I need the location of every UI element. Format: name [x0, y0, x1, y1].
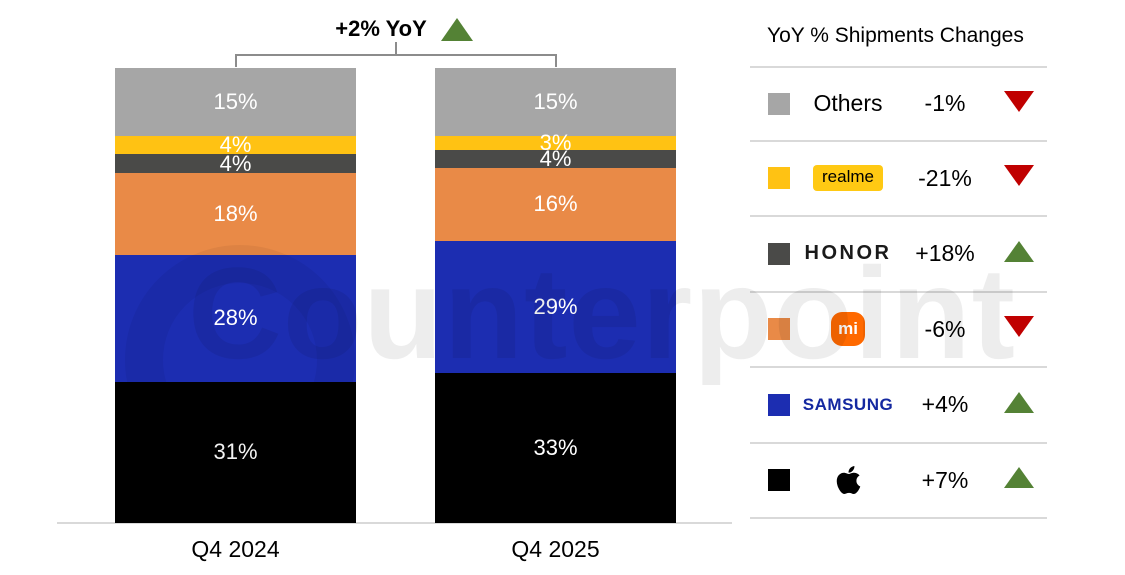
honor-logo-icon: HONOR	[805, 242, 892, 265]
segment-xiaomi: 18%	[115, 172, 356, 255]
legend-trend-cell	[1003, 165, 1034, 191]
segment-value-label: 4%	[539, 145, 572, 171]
honor-logo-text: HONOR	[804, 242, 892, 265]
samsung-logo-text: SAMSUNG	[802, 394, 894, 414]
mi-logo-text: mi	[831, 312, 865, 347]
x-axis-label: Q4 2025	[511, 536, 600, 562]
bracket-horizontal	[235, 54, 557, 56]
segment-value-label: 31%	[213, 439, 258, 465]
realme-logo-icon: realme	[813, 165, 883, 192]
segment-honor: 4%	[115, 150, 356, 176]
down-triangle-icon	[1003, 165, 1034, 187]
segment-value-label: 15%	[533, 89, 578, 115]
segment-value-label: 4%	[219, 150, 252, 176]
legend-row-samsung: SAMSUNG +4%	[750, 368, 1047, 444]
legend-trend-cell	[1003, 467, 1034, 493]
segment-value-label: 28%	[213, 305, 258, 331]
up-triangle-icon	[1003, 240, 1034, 262]
stacked-bar-q4-2025: 15% 3% 4% 16% 29% 33%	[435, 68, 676, 523]
legend-yoy-value: +4%	[921, 391, 969, 418]
brand-label-others: Others	[813, 90, 882, 117]
bracket-mid-tick	[395, 42, 397, 55]
legend-yoy-value: +18%	[915, 240, 975, 267]
down-triangle-icon	[1003, 316, 1034, 338]
segment-samsung: 28%	[115, 254, 356, 382]
segment-others: 15%	[115, 68, 356, 137]
realme-logo-text: realme	[813, 165, 883, 192]
segment-xiaomi: 16%	[435, 168, 676, 241]
segment-value-label: 4%	[219, 132, 252, 158]
up-triangle-icon	[1003, 391, 1034, 413]
legend-swatch-others	[768, 92, 790, 115]
legend-rows: Others -1% realme -21% HONOR +18% mi -6% SAMSUNG…	[750, 66, 1047, 519]
total-yoy-label: +2% YoY	[335, 16, 427, 41]
segment-value-label: 29%	[533, 293, 578, 319]
segment-apple: 33%	[435, 372, 676, 523]
bracket-left-tick	[235, 54, 237, 67]
legend-trend-cell	[1003, 90, 1034, 117]
segment-realme: 4%	[115, 132, 356, 158]
bracket-right-tick	[555, 54, 557, 67]
legend-row-apple: +7%	[750, 444, 1047, 519]
xiaomi-mi-logo-icon: mi	[831, 312, 865, 347]
legend-swatch-mi	[768, 318, 790, 341]
segment-honor: 4%	[435, 145, 676, 171]
brand-label-text: Others	[813, 90, 883, 117]
segment-value-label: 16%	[533, 191, 578, 217]
segment-value-label: 33%	[533, 434, 578, 460]
up-triangle-icon	[1003, 467, 1034, 489]
legend-swatch-samsung	[768, 393, 790, 416]
legend-panel: YoY % Shipments Changes Others -1% realme -…	[750, 14, 1047, 519]
legend-swatch-apple	[768, 469, 790, 492]
segment-others: 15%	[435, 68, 676, 137]
apple-logo-icon	[835, 464, 862, 496]
samsung-logo-icon: SAMSUNG	[803, 395, 893, 415]
legend-trend-cell	[1003, 316, 1034, 342]
legend-row-honor: HONOR +18%	[750, 217, 1047, 293]
legend-yoy-value: -1%	[924, 90, 966, 117]
apple-logo-glyph	[835, 464, 862, 496]
stacked-bar-q4-2024: 15% 4% 4% 18% 28% 31%	[115, 68, 356, 523]
segment-apple: 31%	[115, 381, 356, 523]
legend-trend-cell	[1003, 240, 1034, 267]
legend-row-realme: realme -21%	[750, 142, 1047, 217]
segment-value-label: 18%	[213, 200, 258, 226]
legend-yoy-value: -21%	[918, 164, 972, 191]
total-yoy-callout: +2% YoY	[254, 14, 554, 44]
legend-swatch-honor	[768, 242, 790, 265]
segment-realme: 3%	[435, 132, 676, 154]
segment-samsung: 29%	[435, 240, 676, 373]
legend-trend-cell	[1003, 391, 1034, 418]
x-axis-line	[57, 522, 732, 524]
legend-row-others: Others -1%	[750, 66, 1047, 142]
legend-yoy-value: -6%	[924, 315, 966, 342]
legend-title: YoY % Shipments Changes	[767, 24, 1024, 47]
down-triangle-icon	[1003, 90, 1034, 112]
legend-row-mi: mi -6%	[750, 293, 1047, 368]
segment-value-label: 15%	[213, 89, 258, 115]
legend-yoy-value: +7%	[921, 466, 969, 493]
x-axis-label: Q4 2024	[191, 536, 280, 562]
legend-swatch-realme	[768, 167, 790, 190]
up-triangle-icon	[440, 17, 473, 41]
segment-value-label: 3%	[539, 130, 572, 156]
